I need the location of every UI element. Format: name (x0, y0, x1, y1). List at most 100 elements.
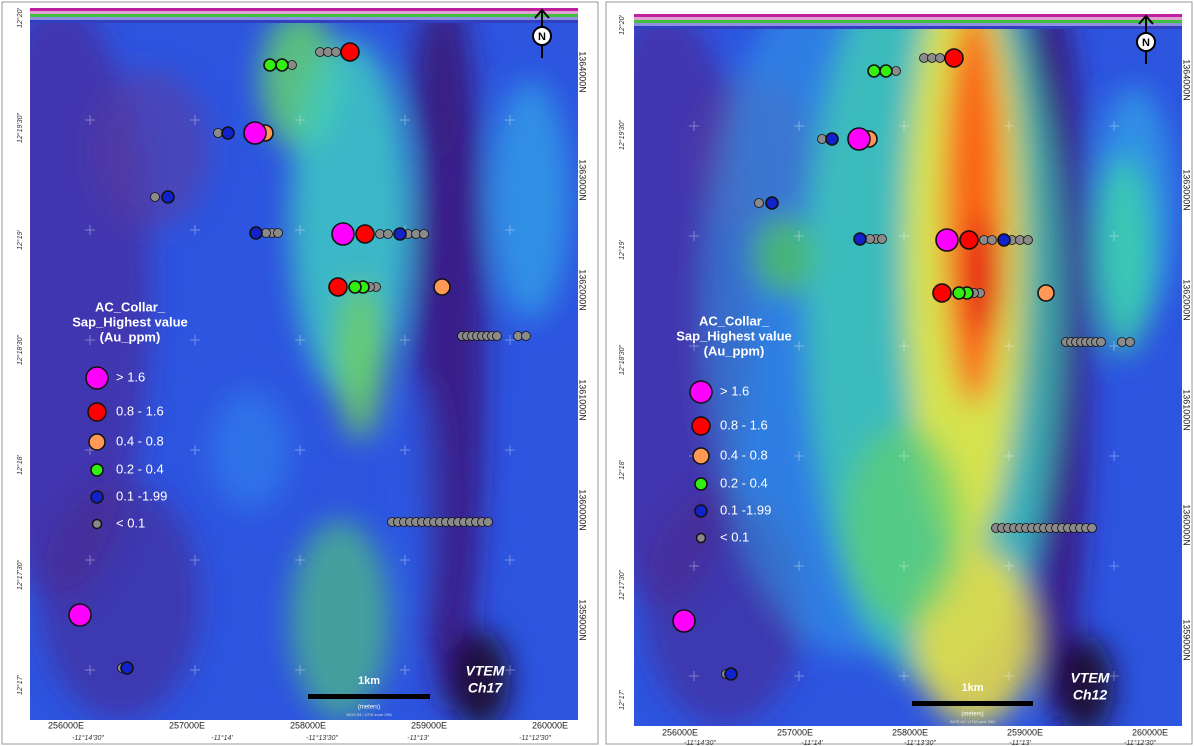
grid-cross (85, 115, 95, 125)
anomaly-blob (490, 80, 570, 320)
legend-label: > 1.6 (116, 369, 145, 384)
longitude-label: -11°13' (407, 734, 429, 742)
collar (68, 603, 92, 627)
latitude-label: 12°17' (16, 674, 24, 694)
grid-cross (1004, 451, 1014, 461)
grid-cross (505, 225, 515, 235)
collar (221, 126, 235, 140)
easting-label: 259000E (1007, 727, 1043, 737)
anomaly-blob (40, 480, 200, 720)
legend-swatch (87, 402, 107, 422)
latitude-label: 12°18' (16, 454, 24, 474)
anomaly-blob (290, 520, 390, 720)
map-panel: AC_Collar_Sap_Highest value(Au_ppm) > 1.6… (618, 14, 1192, 746)
grid-cross (295, 335, 305, 345)
grid-cross (794, 121, 804, 131)
legend-swatch (91, 518, 103, 530)
scale-bar (912, 701, 1033, 706)
grid-cross (899, 671, 909, 681)
anomaly-blob (400, 380, 440, 620)
grid-cross (899, 561, 909, 571)
legend-label: < 0.1 (720, 529, 749, 544)
collar (383, 229, 393, 239)
latitude-label: 12°19'30" (618, 119, 626, 149)
longitude-label: -11°12'30" (1124, 739, 1156, 746)
north-circle (532, 26, 552, 46)
easting-label: 260000E (1132, 727, 1168, 737)
anomaly-blob (90, 70, 210, 230)
top-strip (634, 17, 1182, 20)
legend-label: < 0.1 (116, 515, 145, 530)
grid-cross (1109, 451, 1119, 461)
northing-label: 1360000N (1182, 504, 1192, 546)
collar (340, 42, 360, 62)
latitude-label: 12°19' (618, 239, 626, 259)
northing-label: 1364000N (1182, 59, 1192, 101)
grid-cross (85, 555, 95, 565)
latitude-label: 12°17'30" (618, 569, 626, 599)
easting-label: 257000E (777, 727, 813, 737)
easting-label: 257000E (169, 720, 205, 730)
legend-label: 0.8 - 1.6 (116, 403, 164, 418)
legend-title: (Au_ppm) (100, 329, 161, 344)
collar (935, 53, 945, 63)
scale-unit: (meters) (961, 712, 983, 718)
legend-label: 0.1 -1.99 (720, 502, 771, 517)
legend-label: 0.4 - 0.8 (116, 433, 164, 448)
grid-cross (190, 225, 200, 235)
grid-cross (1109, 121, 1119, 131)
grid-cross (400, 665, 410, 675)
collar (521, 331, 531, 341)
collar (952, 286, 966, 300)
latitude-label: 12°19'30" (16, 112, 24, 142)
collar (433, 278, 451, 296)
grid-cross (295, 115, 305, 125)
collar (724, 667, 738, 681)
anomaly-blob (754, 216, 814, 296)
collar (1125, 337, 1135, 347)
grid-cross (85, 225, 95, 235)
northing-label: 1361000N (578, 379, 588, 421)
legend-swatch (85, 366, 109, 390)
legend-label: 0.2 - 0.4 (720, 475, 768, 490)
top-strip (30, 11, 578, 14)
grid-cross (85, 665, 95, 675)
grid-cross (1004, 121, 1014, 131)
projection: WGS 84 / UTM zone 29N (950, 719, 995, 724)
collar (847, 127, 871, 151)
latitude-label: 12°18'30" (618, 344, 626, 374)
grid-cross (505, 665, 515, 675)
anomaly (30, 8, 570, 720)
top-strip (634, 23, 1182, 26)
longitude-label: -11°13'30" (306, 734, 338, 742)
north-circle (1136, 32, 1156, 52)
anomaly-blob (1094, 156, 1154, 356)
collar (987, 235, 997, 245)
legend-swatch (90, 490, 104, 504)
longitude-label: -11°12'30" (519, 734, 551, 742)
legend-swatch (692, 447, 710, 465)
longitude-label: -11°13'30" (904, 739, 936, 746)
latitude-label: 12°18' (618, 459, 626, 479)
anomaly-blob (410, 8, 470, 160)
collar (825, 132, 839, 146)
grid-cross (190, 665, 200, 675)
grid-cross (400, 445, 410, 455)
latitude-label: 12°20' (618, 14, 626, 34)
grid-cross (794, 231, 804, 241)
collar (944, 48, 964, 68)
collar (261, 228, 271, 238)
top-strip (634, 26, 1182, 29)
channel-label: Ch12 (1073, 687, 1107, 703)
anomaly-blob (844, 426, 964, 626)
collar (1096, 337, 1106, 347)
northing-label: 1362000N (1182, 279, 1192, 321)
grid-cross (505, 115, 515, 125)
grid-cross (794, 671, 804, 681)
collar (120, 661, 134, 675)
collar (877, 234, 887, 244)
anomaly-blob (335, 280, 385, 440)
collar (213, 128, 223, 138)
collar (672, 609, 696, 633)
collar (273, 228, 283, 238)
